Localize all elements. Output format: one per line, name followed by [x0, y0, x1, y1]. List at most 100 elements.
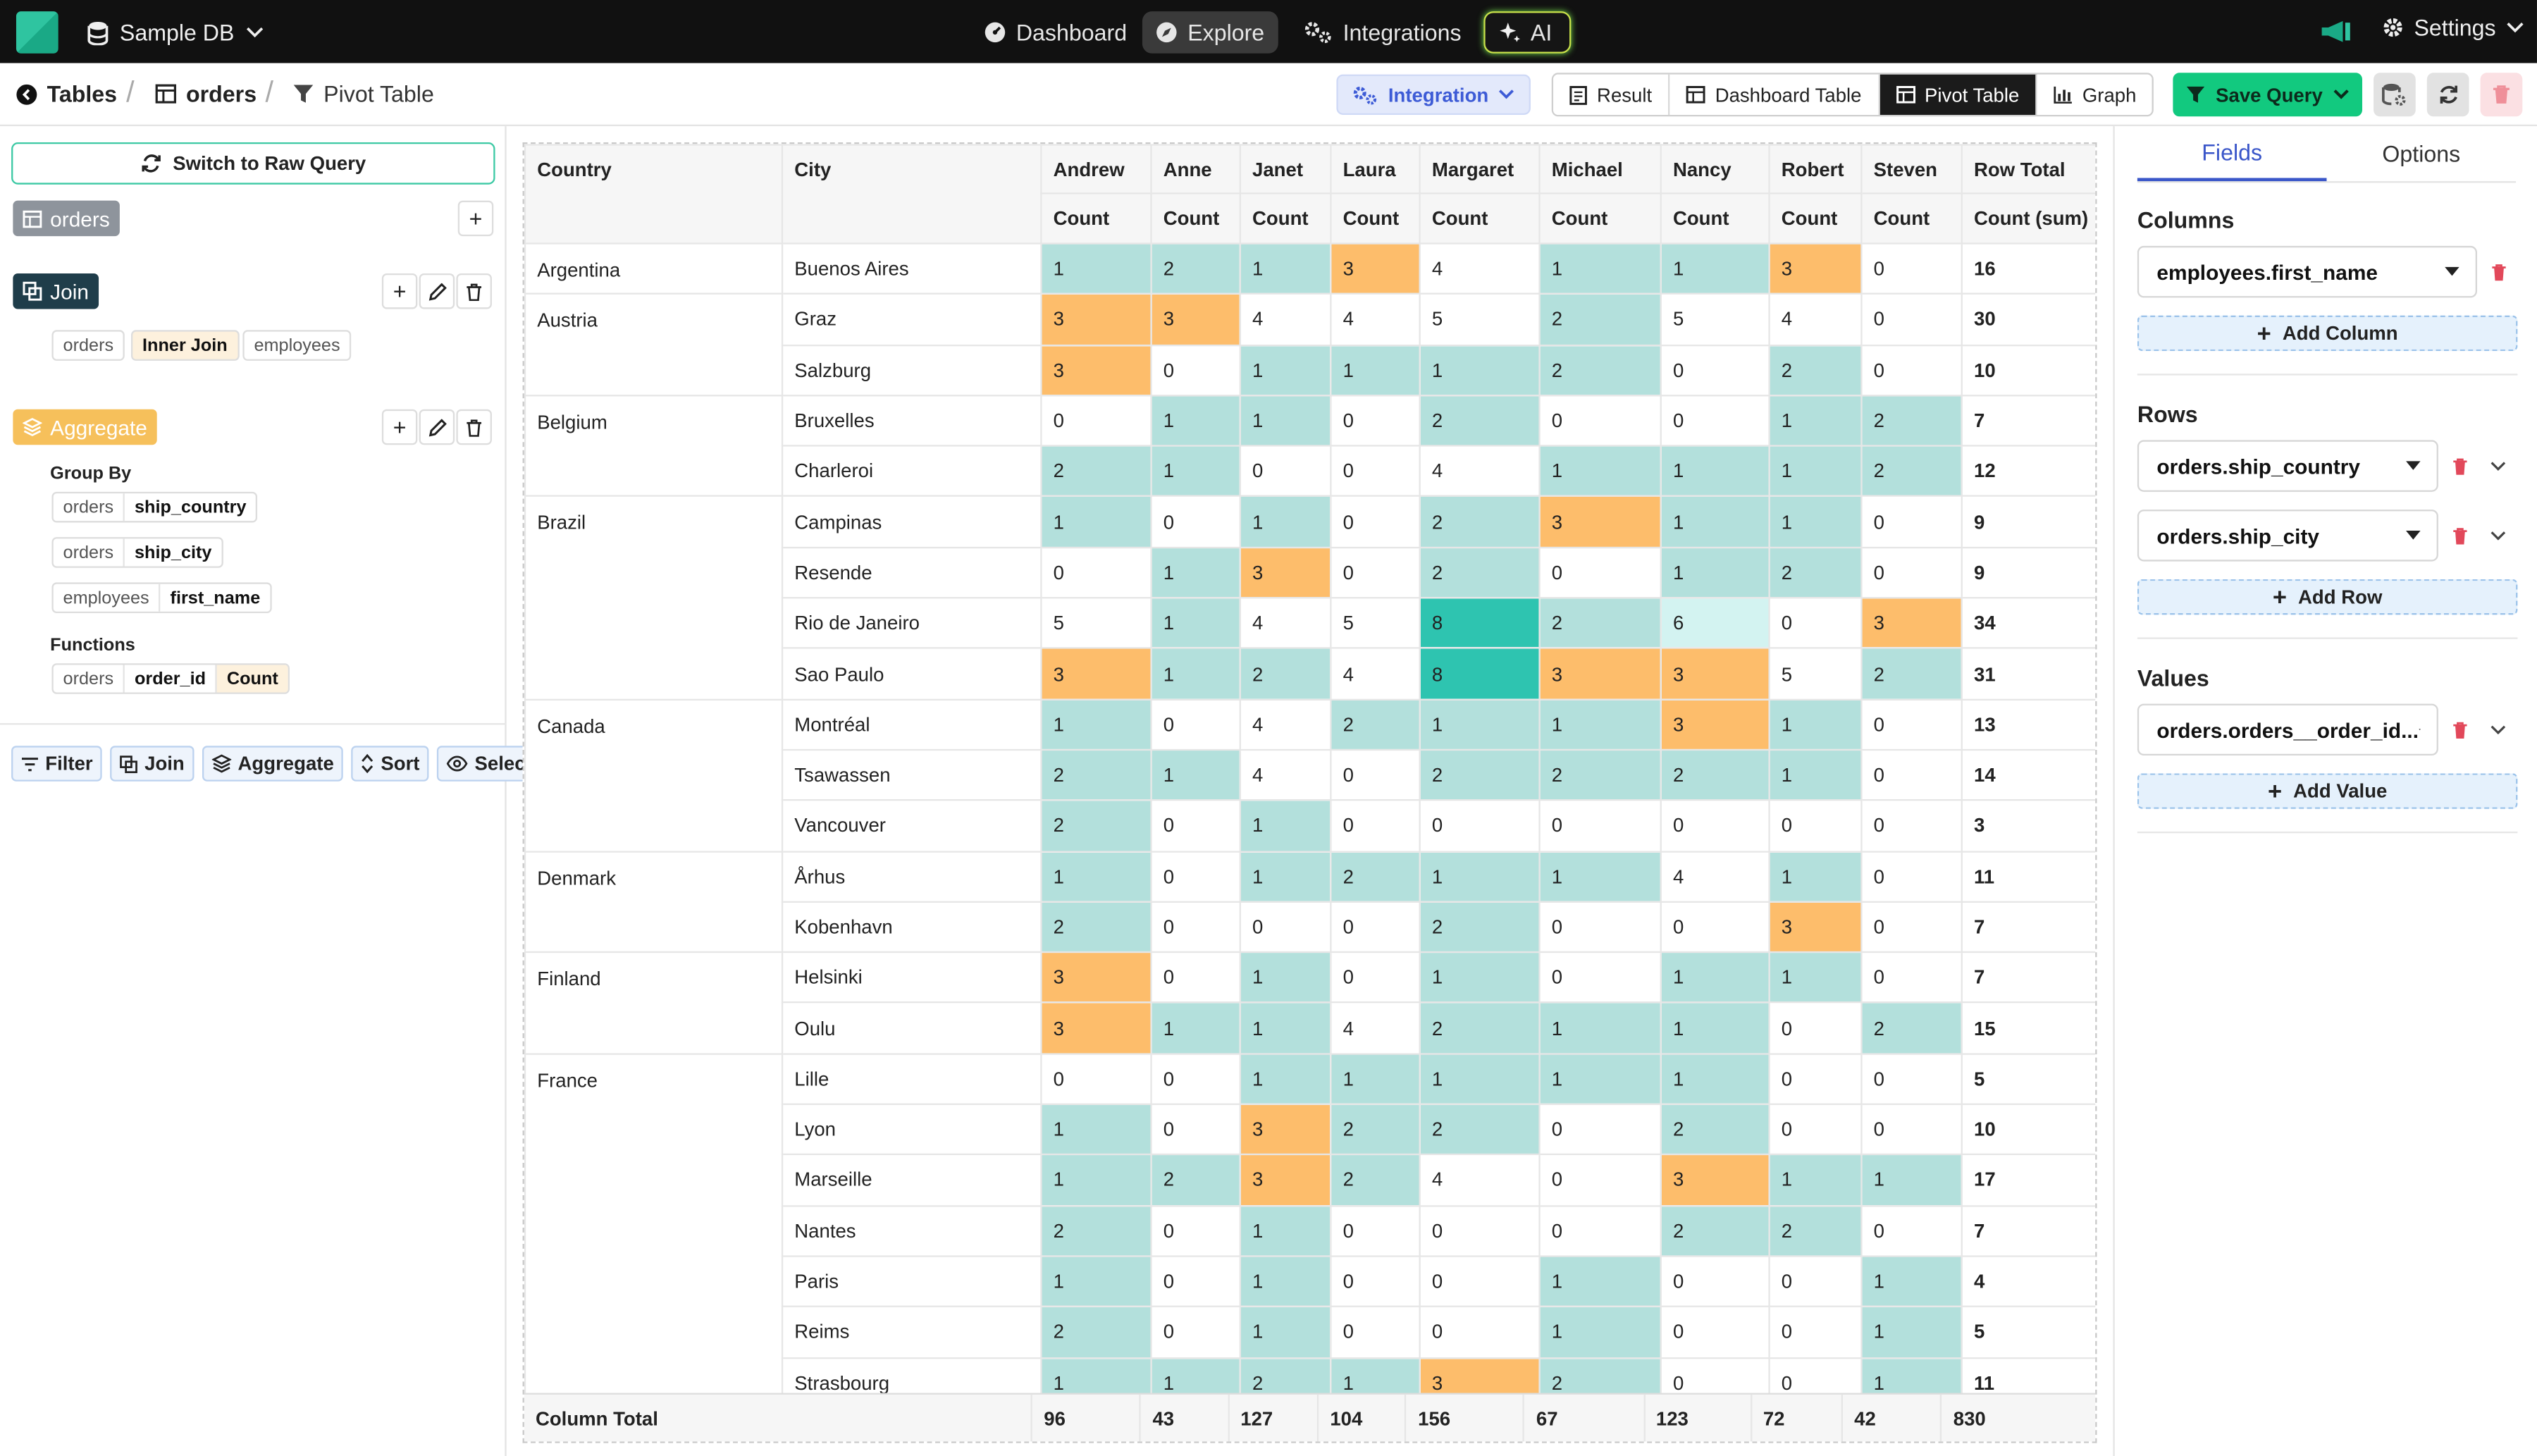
row-field-value: orders.ship_country: [2156, 453, 2361, 479]
cell-count: 0: [1150, 951, 1241, 1004]
nav-explore[interactable]: Explore: [1142, 11, 1278, 54]
cell-count: 1: [1538, 698, 1662, 751]
database-settings-button[interactable]: [2374, 73, 2416, 117]
cell-row-total: 17: [1961, 1154, 2096, 1207]
nav-dashboard[interactable]: Dashboard: [971, 11, 1140, 54]
trash-icon: [467, 419, 482, 436]
cell-count: 3: [1768, 901, 1863, 954]
value-field-select[interactable]: orders.orders__order_id...: [2137, 703, 2438, 756]
join-edit-button[interactable]: [419, 273, 455, 309]
cell-count: 0: [1860, 748, 1963, 801]
cell-count: 0: [1150, 1204, 1241, 1257]
cell-count: 1: [1040, 1103, 1152, 1156]
cell-city: Graz: [781, 293, 1042, 346]
nav-integrations[interactable]: Integrations: [1291, 11, 1474, 54]
add-value-button[interactable]: + Add Value: [2137, 773, 2518, 809]
nav-dashboard-label: Dashboard: [1016, 19, 1128, 46]
app-logo[interactable]: [16, 11, 58, 54]
cell-count: 1: [1768, 951, 1863, 1004]
group-by-chip[interactable]: orders ship_country: [51, 491, 258, 523]
table-row: Vancouver 2 0 1 0 0 0 0 0 0 3: [525, 799, 2096, 852]
remove-row-button[interactable]: [2442, 510, 2478, 561]
functions-label: Functions: [50, 636, 135, 655]
join-right-table[interactable]: employees: [242, 330, 352, 361]
view-result-tab[interactable]: Result: [1553, 74, 1670, 115]
plus-icon: +: [2267, 777, 2283, 806]
switch-to-raw-query-button[interactable]: Switch to Raw Query: [11, 142, 495, 185]
database-selector[interactable]: Sample DB: [87, 15, 264, 51]
caret-down-icon: [2406, 461, 2421, 470]
column-field-select[interactable]: employees.first_name: [2137, 245, 2478, 298]
join-left-table[interactable]: orders: [51, 330, 125, 361]
aggregate-block[interactable]: Aggregate: [13, 409, 157, 445]
group-by-label: Group By: [50, 464, 132, 484]
announcement-icon[interactable]: [2320, 20, 2352, 44]
settings-menu[interactable]: Settings: [2382, 15, 2524, 40]
aggregate-delete-button[interactable]: [456, 409, 492, 445]
delete-query-button[interactable]: [2480, 73, 2523, 117]
add-sort-button[interactable]: Sort: [352, 746, 430, 782]
header-measure: Count: [1660, 192, 1770, 245]
cell-count: 0: [1538, 546, 1662, 599]
row-field-select[interactable]: orders.ship_country: [2137, 440, 2438, 492]
expand-value-button[interactable]: [2481, 704, 2517, 755]
function-field: order_id: [123, 665, 216, 693]
refresh-button[interactable]: [2426, 73, 2469, 117]
view-dashboard-table-tab[interactable]: Dashboard Table: [1669, 74, 1879, 115]
cell-count: 0: [1538, 1103, 1662, 1156]
remove-column-button[interactable]: [2481, 246, 2517, 297]
add-row-button[interactable]: + Add Row: [2137, 579, 2518, 615]
add-aggregate-button[interactable]: Aggregate: [202, 746, 344, 782]
plus-icon: +: [469, 205, 483, 232]
join-block[interactable]: Join: [13, 273, 99, 309]
join-type[interactable]: Inner Join: [130, 330, 239, 361]
group-by-chip[interactable]: employees first_name: [51, 582, 272, 614]
cell-row-total: 7: [1961, 1204, 2096, 1257]
expand-row-button[interactable]: [2481, 440, 2517, 491]
cell-count: 2: [1538, 597, 1662, 650]
panel-tabs: Fields Options: [2137, 126, 2517, 183]
source-table-block[interactable]: orders: [13, 200, 120, 237]
filter-icon: [2187, 86, 2206, 103]
cell-city: Sao Paulo: [781, 648, 1042, 701]
divider: [2137, 374, 2518, 376]
header-employee: Janet: [1239, 144, 1332, 195]
cell-count: 0: [1150, 1052, 1241, 1106]
cell-row-total: 15: [1961, 1002, 2096, 1055]
filter-lines-icon: [21, 756, 38, 771]
view-graph-tab[interactable]: Graph: [2037, 74, 2153, 115]
header-employee: Margaret: [1419, 144, 1541, 195]
cell-count: 0: [1538, 1154, 1662, 1207]
remove-row-button[interactable]: [2442, 440, 2478, 491]
cell-country: Argentina: [524, 242, 784, 295]
add-filter-button[interactable]: Filter: [11, 746, 103, 782]
cell-count: 2: [1860, 1002, 1963, 1055]
add-sort-label: Sort: [381, 752, 420, 775]
table-row: Argentina Buenos Aires 1 2 1 3 4 1 1 3 0 16: [524, 242, 2096, 295]
view-pivot-table-tab[interactable]: Pivot Table: [1879, 74, 2037, 115]
breadcrumb-tables[interactable]: Tables: [16, 81, 117, 107]
tab-fields[interactable]: Fields: [2137, 126, 2327, 182]
function-chip[interactable]: orders order_id Count: [51, 663, 290, 694]
cell-city: Århus: [781, 850, 1042, 903]
aggregate-add-button[interactable]: +: [381, 409, 418, 445]
expand-row-button[interactable]: [2481, 510, 2517, 561]
add-step-button[interactable]: +: [457, 200, 494, 237]
row-field-select[interactable]: orders.ship_city: [2137, 510, 2438, 562]
tab-options[interactable]: Options: [2327, 126, 2517, 181]
group-by-chip[interactable]: orders ship_city: [51, 537, 223, 568]
nav-ai[interactable]: AI: [1483, 11, 1572, 54]
aggregate-edit-button[interactable]: [419, 409, 455, 445]
integration-dropdown[interactable]: Integration: [1336, 74, 1531, 115]
grand-total-value: 830: [1953, 1407, 1986, 1431]
add-join-button[interactable]: Join: [110, 746, 195, 782]
breadcrumb-orders[interactable]: orders: [155, 81, 257, 107]
cell-count: 3: [1150, 293, 1241, 346]
cell-count: 1: [1538, 1002, 1662, 1055]
save-query-button[interactable]: Save Query: [2173, 73, 2363, 117]
join-add-button[interactable]: +: [381, 273, 418, 309]
pivot-table-container[interactable]: Country City Andrew Anne Janet Laura Margaret M…: [522, 142, 2097, 1443]
remove-value-button[interactable]: [2442, 704, 2478, 755]
add-column-button[interactable]: + Add Column: [2137, 315, 2518, 352]
join-delete-button[interactable]: [456, 273, 492, 309]
